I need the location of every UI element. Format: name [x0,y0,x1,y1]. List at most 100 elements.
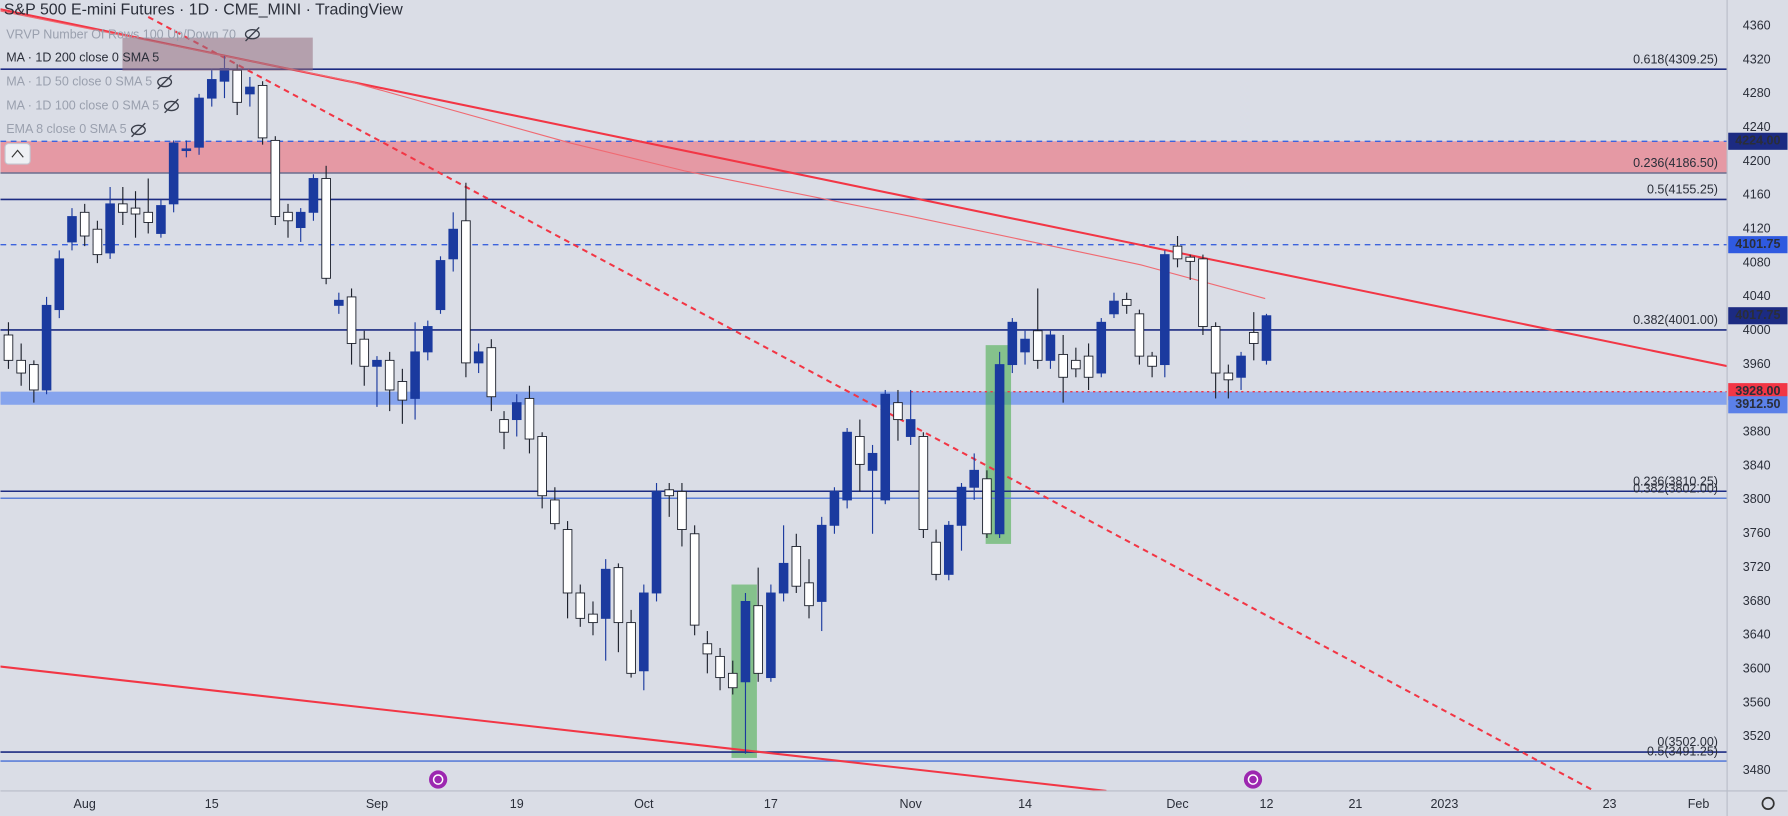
candle-body [944,524,954,575]
level-label: 0.5(3491.25) [1647,744,1718,758]
indicator-label[interactable]: EMA 8 close 0 SMA 5 [6,122,126,136]
candle-body [194,97,204,148]
candle-body [1223,372,1234,381]
candle-body [448,228,458,260]
candle-body [867,452,878,471]
y-tick-label: 4280 [1743,86,1771,100]
level-label: 0.236(4186.50) [1633,156,1718,170]
candle-body [423,326,433,353]
candle-body [816,524,827,602]
candle-body [67,216,77,243]
price-badge [1728,383,1788,401]
candle-body [982,478,992,535]
candle-body [1261,315,1272,361]
indicator-label[interactable]: MA · 1D 200 close 0 SMA 5 [6,50,159,64]
candle-body [753,605,763,674]
event-icon[interactable] [429,770,448,789]
hide-icon[interactable] [163,98,179,114]
y-tick-label: 3760 [1743,526,1771,540]
candle-body [79,211,90,237]
indicator-label[interactable]: MA · 1D 100 close 0 SMA 5 [6,98,159,112]
candle-body [804,582,814,607]
candle-body [893,402,903,421]
candle-body [461,220,471,364]
x-tick-label: 17 [764,797,778,811]
candle-body [689,533,700,626]
price-badge [1728,236,1788,254]
price-zone [0,391,1728,405]
candle-body [410,351,420,399]
candle-body [626,622,636,674]
candle-body [143,211,154,223]
price-badge-label: 4017.75 [1735,308,1780,322]
collapse-button[interactable] [4,143,31,165]
candle-body [600,568,611,619]
x-tick-label: Oct [634,797,654,811]
candle-body [740,600,751,683]
hide-icon[interactable] [130,122,146,138]
candle-body [41,304,52,391]
candle-body [1045,334,1056,361]
candle-body [473,351,484,364]
candle-body [550,499,560,525]
price-zone [0,141,1728,173]
candle-body [1147,355,1157,367]
y-tick-label: 4000 [1743,323,1771,337]
y-tick-label: 3600 [1743,661,1771,675]
hide-icon[interactable] [244,26,260,42]
candle-body [435,260,446,311]
settings-icon[interactable] [1761,796,1775,811]
x-tick-label: Sep [366,797,388,811]
candle-body [994,364,1005,535]
candle-body [829,491,840,526]
candle-body [118,203,128,213]
candle-body [232,69,242,103]
level-label: 0.236(3810.25) [1633,474,1718,488]
candle-body [905,419,916,437]
candle-body [1134,313,1145,357]
trendline [147,16,1597,791]
candle-body [880,393,891,501]
candle-body [397,381,408,401]
candle-body [295,211,306,229]
x-tick-label: 12 [1260,797,1274,811]
candle-body [1210,326,1221,374]
indicator-label[interactable]: VRVP Number Of Rows 100 Up/Down 70 [6,28,236,42]
x-tick-label: Aug [74,797,96,811]
candle-body [588,613,598,624]
x-tick-label: Feb [1688,797,1710,811]
y-tick-label: 3800 [1743,492,1771,506]
candle-body [1071,359,1081,370]
y-tick-label: 4240 [1743,120,1771,134]
y-tick-label: 4120 [1743,222,1771,236]
y-tick-label: 4080 [1743,255,1771,269]
candle-body [575,592,586,619]
candle-body [1032,330,1043,361]
candle-body [206,79,217,99]
candle-body [1007,321,1018,366]
candle-body [1185,256,1196,262]
candle-body [334,299,344,306]
x-tick-label: 23 [1603,797,1617,811]
event-icon[interactable] [1243,770,1263,789]
y-tick-label: 3840 [1743,458,1771,472]
price-badge [1728,132,1788,150]
level-label: 0.618(4309.25) [1633,52,1718,66]
candle-body [384,359,395,391]
x-tick-label: 14 [1018,797,1032,811]
candle-body [92,228,103,256]
candle-body [969,469,979,488]
hide-icon[interactable] [157,74,173,90]
y-tick-label: 3480 [1743,763,1771,777]
chart-title: S&P 500 E-mini Futures · 1D · CME_MINI ·… [4,1,403,18]
price-badge [1728,307,1788,325]
y-tick-label: 3960 [1743,357,1771,371]
candle-body [562,529,573,594]
y-tick-label: 3880 [1743,425,1771,439]
candle-body [54,258,65,311]
candle-body [3,334,14,361]
candle-body [499,419,509,433]
indicator-label[interactable]: MA · 1D 50 close 0 SMA 5 [6,74,152,88]
y-tick-label: 4040 [1743,289,1771,303]
